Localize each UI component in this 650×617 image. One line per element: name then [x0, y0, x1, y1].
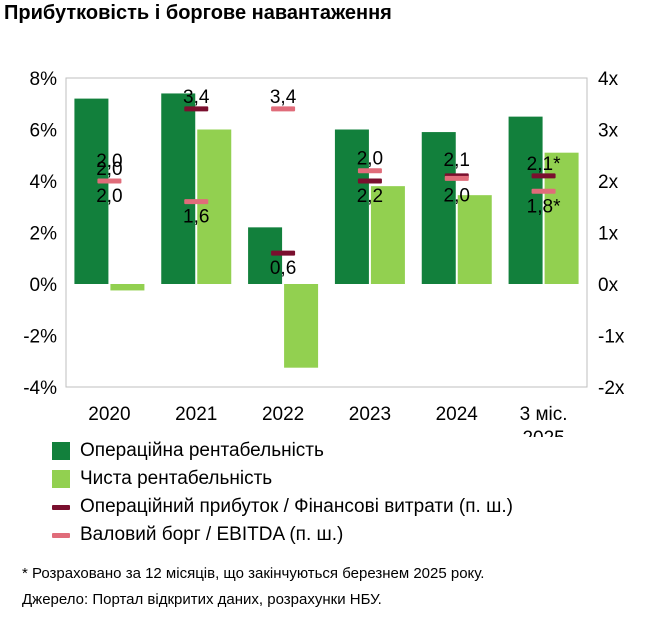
chart-area: 8% 6% 4% 2% 0% -2% -4% 4x 3x 2x 1x 0x -1x -2x 2020 2021…: [23, 69, 625, 437]
right-axis-tick-label: 2x: [598, 172, 619, 193]
chart-title: Прибутковість і боргове навантаження: [4, 2, 392, 24]
bar-operating-margin: [161, 93, 196, 284]
right-axis-tick-label: -1x: [598, 327, 625, 348]
footnote-note: * Розраховано за 12 місяців, що закінчую…: [22, 565, 485, 582]
left-axis-tick-label: 6%: [30, 121, 58, 142]
bar-operating-margin: [74, 98, 109, 284]
x-axis-category-label: 2020: [88, 404, 130, 425]
marker-debt-ebitda: [184, 199, 209, 205]
legend-label: Чиста рентабельність: [80, 468, 273, 489]
bar-operating-margin: [334, 129, 369, 284]
data-label: 2,1: [444, 150, 470, 171]
footnote-source: Джерело: Портал відкритих даних, розраху…: [22, 591, 382, 608]
left-axis-tick-label: -4%: [23, 378, 57, 399]
legend-swatch-net-margin: [52, 470, 70, 488]
bar-net-margin: [370, 186, 405, 284]
legend-swatch-debt-ebitda: [52, 532, 70, 538]
data-label: 1,8*: [527, 196, 561, 217]
bar-operating-margin: [508, 116, 543, 284]
marker-debt-ebitda: [97, 178, 122, 184]
data-label: 2,2: [357, 186, 383, 207]
legend-label: Операційна рентабельність: [80, 440, 324, 461]
data-label: 1,6: [183, 207, 209, 228]
left-axis-tick-label: 2%: [30, 224, 58, 245]
data-label: 2,0: [96, 186, 122, 207]
bar-net-margin: [284, 284, 319, 368]
bar-net-margin: [457, 195, 492, 284]
marker-interest-coverage: [357, 178, 382, 184]
x-axis-category-label: 2021: [175, 404, 217, 425]
marker-debt-ebitda: [531, 188, 556, 194]
marker-debt-ebitda: [271, 106, 296, 112]
data-label: 2,0: [96, 159, 122, 180]
marker-interest-coverage: [184, 106, 209, 112]
left-axis-tick-label: -2%: [23, 327, 57, 348]
marker-interest-coverage: [271, 250, 296, 256]
data-label: 2,1*: [527, 154, 561, 175]
right-axis-tick-label: -2x: [598, 378, 625, 399]
marker-debt-ebitda: [444, 175, 469, 181]
legend-item-interest-coverage: Операційний прибуток / Фінансові витрати…: [52, 493, 513, 521]
legend-item-debt-ebitda: Валовий борг / EBITDA (п. ш.): [52, 521, 513, 549]
right-axis-tick-label: 1x: [598, 224, 619, 245]
x-axis-category-label: 2025: [522, 428, 564, 437]
x-axis-category-label: 2024: [436, 404, 479, 425]
left-axis-tick-label: 0%: [30, 275, 58, 296]
data-label: 3,4: [270, 87, 297, 108]
data-label: 2,0: [444, 185, 470, 206]
bar-net-margin: [197, 129, 232, 284]
legend-item-net-margin: Чиста рентабельність: [52, 465, 513, 493]
legend-swatch-interest-coverage: [52, 504, 70, 510]
marker-debt-ebitda: [357, 168, 382, 174]
data-label: 2,0: [357, 149, 383, 170]
legend-item-operating-margin: Операційна рентабельність: [52, 437, 513, 465]
data-label: 2,0: [96, 151, 122, 172]
data-label: 3,4: [183, 87, 210, 108]
legend-label: Операційний прибуток / Фінансові витрати…: [80, 496, 513, 517]
legend-swatch-operating-margin: [52, 442, 70, 460]
data-label: 0,6: [270, 258, 296, 279]
x-axis-category-label: 2022: [262, 404, 304, 425]
x-axis-category-label: 3 міс.: [520, 404, 568, 425]
right-axis-tick-label: 0x: [598, 275, 619, 296]
legend: Операційна рентабельність Чиста рентабел…: [52, 437, 513, 549]
marker-interest-coverage: [531, 173, 556, 179]
bar-operating-margin: [248, 227, 283, 284]
legend-label: Валовий борг / EBITDA (п. ш.): [80, 524, 344, 545]
right-axis-tick-label: 4x: [598, 69, 619, 90]
bar-operating-margin: [421, 132, 456, 284]
right-axis-tick-label: 3x: [598, 121, 619, 142]
x-axis-category-label: 2023: [349, 404, 391, 425]
left-axis-tick-label: 4%: [30, 172, 58, 193]
bar-net-margin: [110, 284, 145, 291]
plot-frame: [65, 77, 588, 388]
left-axis-tick-label: 8%: [30, 69, 58, 90]
